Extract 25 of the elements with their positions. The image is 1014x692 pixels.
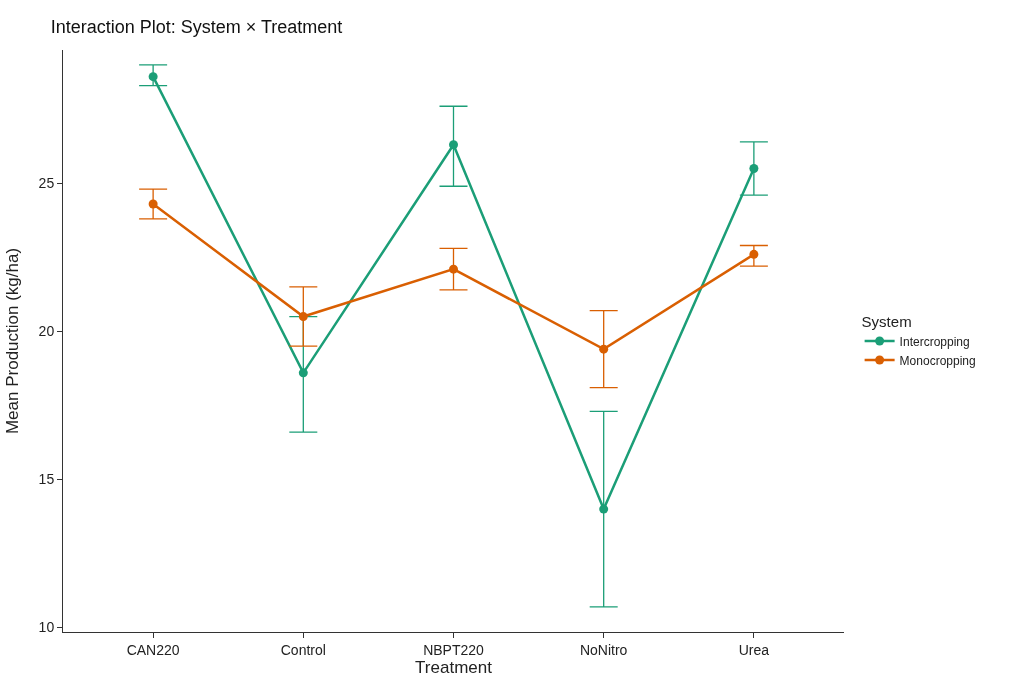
legend-label: Intercropping [899,334,970,349]
point [599,504,609,514]
x-tick-label: Control [280,641,326,658]
point [298,312,308,322]
y-tick-label: 15 [38,471,55,488]
y-tick-label: 10 [38,619,55,636]
y-axis-title: Mean Production (kg/ha) [3,247,23,435]
point [449,264,458,274]
y-tick-label: 25 [38,175,55,192]
point [148,199,158,209]
point [749,163,759,173]
x-axis-title: Treatment [415,658,493,678]
point [749,249,759,259]
chart-title: Interaction Plot: System × Treatment [50,17,343,38]
legend-label: Monocropping [899,353,976,368]
x-tick-label: NBPT220 [423,641,485,658]
x-tick-label: CAN220 [126,641,180,658]
point [148,72,158,82]
legend-title: System [861,312,912,330]
point [298,368,308,378]
x-tick-label: Urea [738,641,770,658]
point [599,344,609,354]
x-tick-label: NoNitro [579,641,628,658]
y-tick-label: 20 [38,323,55,340]
point [449,140,458,150]
